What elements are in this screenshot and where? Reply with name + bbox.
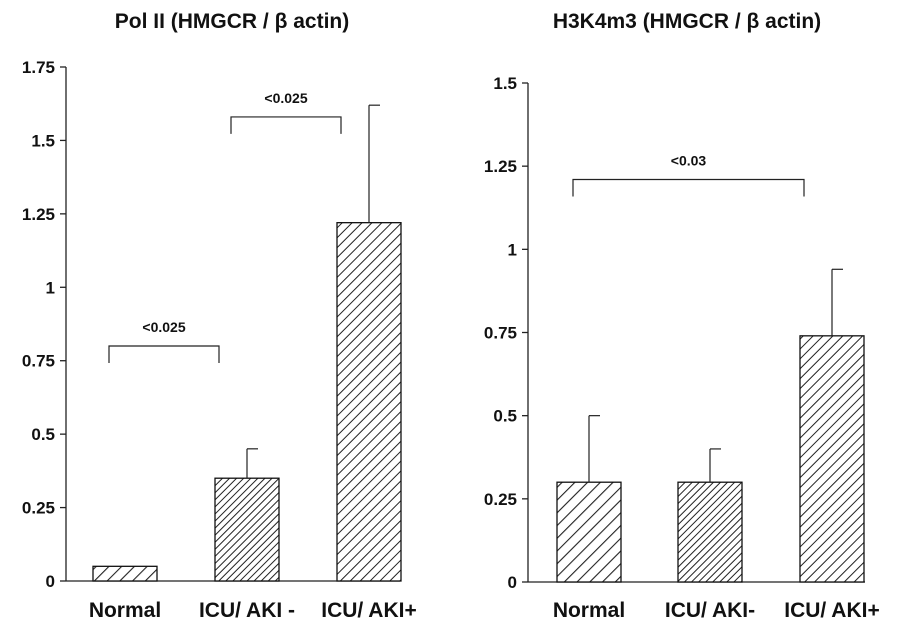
y-tick-label: 0: [508, 573, 517, 592]
y-tick-label: 0.75: [22, 352, 55, 371]
significance-bracket: [230, 116, 342, 134]
chart-panel-1: Pol II (HMGCR / β actin) 0 0.25 0.5 0.75 1 1.2…: [22, 10, 417, 622]
y-tick-label: 0: [46, 572, 55, 591]
y-tick-label: 0.5: [31, 425, 55, 444]
significance-bracket: [572, 178, 805, 197]
category-label: ICU/ AKI+: [321, 599, 416, 622]
y-tick-label: 1.75: [22, 58, 55, 77]
y-tick-label: 0.75: [484, 324, 517, 343]
chart-title: H3K4m3 (HMGCR / β actin): [553, 10, 821, 33]
bar: [556, 481, 622, 583]
y-tick-label: 0.25: [22, 499, 55, 518]
significance-label: <0.025: [142, 319, 185, 335]
y-tick-label: 0.5: [493, 407, 517, 426]
bar: [92, 565, 158, 582]
y-tick-label: 1.5: [31, 131, 55, 150]
y-tick-label: 1.25: [484, 157, 517, 176]
bar: [214, 477, 280, 582]
y-tick-label: 1: [508, 240, 517, 259]
significance-label: <0.025: [264, 90, 307, 106]
category-label: ICU/ AKI -: [199, 599, 295, 622]
category-label: Normal: [89, 599, 161, 622]
category-label: Normal: [553, 599, 625, 622]
bar: [677, 481, 743, 583]
chart-panel-2: H3K4m3 (HMGCR / β actin) 0 0.25 0.5 0.75 1 1.2…: [484, 10, 880, 622]
significance-bracket: [108, 345, 220, 364]
bar: [336, 222, 402, 582]
chart-title: Pol II (HMGCR / β actin): [115, 10, 350, 33]
y-tick-label: 1: [46, 278, 55, 297]
bar: [799, 335, 865, 583]
category-label: ICU/ AKI-: [665, 599, 755, 622]
y-tick-label: 1.5: [493, 74, 517, 93]
significance-label: <0.03: [671, 152, 707, 168]
y-tick-label: 1.25: [22, 205, 55, 224]
category-label: ICU/ AKI+: [784, 599, 879, 622]
y-tick-label: 0.25: [484, 490, 517, 509]
